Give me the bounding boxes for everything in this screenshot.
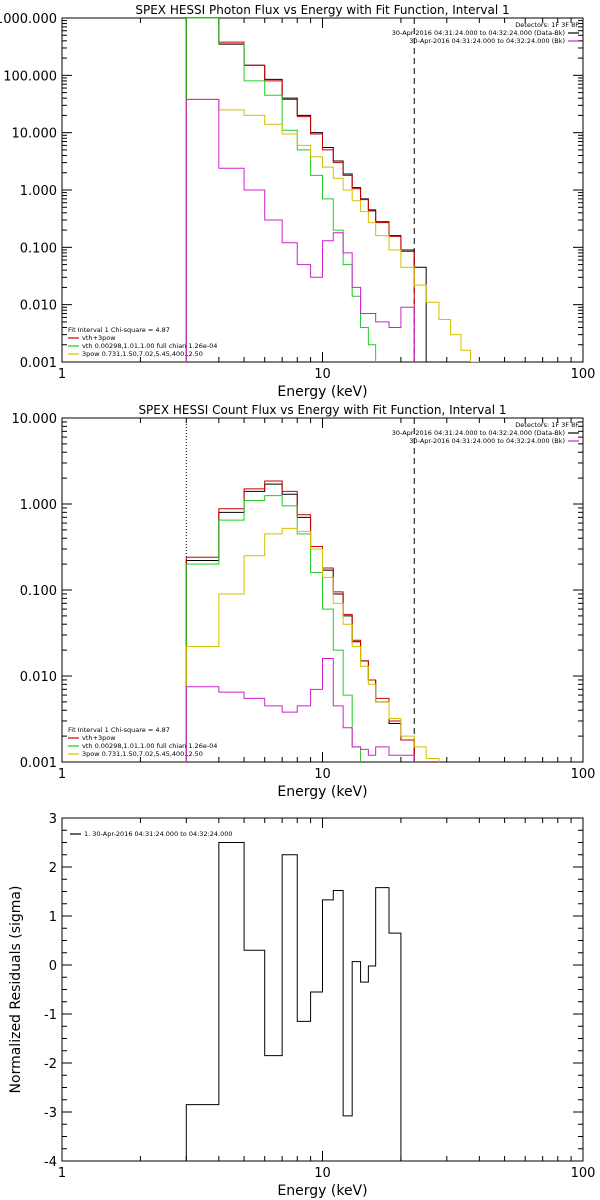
y-tick-label: -1 <box>44 1008 57 1023</box>
series-vth <box>185 495 362 762</box>
y-tick-label: 1.000 <box>20 498 57 513</box>
series-3pow <box>185 98 480 362</box>
series-3pow <box>185 527 440 762</box>
y-tick-label: 2 <box>49 861 57 876</box>
fit-legend-item: vth 0.00298,1.01,1.00 full chian 1.26e-0… <box>82 342 217 350</box>
series-bk <box>185 98 415 362</box>
x-tick-label: 100 <box>571 1166 596 1181</box>
legend-item-text: 1. 30-Apr-2016 04:31:24.000 to 04:32:24.… <box>84 830 233 838</box>
legend-header: Detectors: 1F 3F 8F <box>515 21 579 29</box>
x-tick-label: 10 <box>314 367 331 382</box>
y-tick-label: 1 <box>49 910 57 925</box>
legend-item-text: 30-Apr-2016 04:31:24.000 to 04:32:24.000… <box>409 37 565 45</box>
x-axis-label: Energy (keV) <box>277 384 367 400</box>
chart-panel-1: SPEX HESSI Photon Flux vs Energy with Fi… <box>0 3 596 400</box>
x-tick-label: 1 <box>58 767 66 782</box>
y-tick-label: 0.100 <box>20 241 57 256</box>
fit-legend-item: 3pow 0.731,1.50,7.02,5.45,400.,2.50 <box>82 750 203 758</box>
y-tick-label: 10.000 <box>12 127 58 142</box>
x-tick-label: 1 <box>58 1166 66 1181</box>
y-tick-label: 0 <box>49 959 57 974</box>
y-axis-label: Normalized Residuals (sigma) <box>8 886 24 1094</box>
plot-area <box>185 842 402 1161</box>
legend-item-text: 30-Apr-2016 04:31:24.000 to 04:32:24.000… <box>392 429 565 437</box>
y-tick-label: 0.010 <box>20 299 57 314</box>
y-tick-label: 100.000 <box>3 69 57 84</box>
fit-legend-item: vth+3pow <box>82 734 116 742</box>
x-tick-label: 10 <box>314 767 331 782</box>
legend-header: Detectors: 1F 3F 8F <box>515 421 579 429</box>
y-tick-label: 0.010 <box>20 670 57 685</box>
y-tick-label: 0.001 <box>20 356 57 371</box>
chart-title: SPEX HESSI Count Flux vs Energy with Fit… <box>138 403 506 417</box>
y-tick-label: 0.100 <box>20 584 57 599</box>
fit-legend-header: Fit Interval 1 Chi-square = 4.87 <box>68 726 170 734</box>
chart-panel-2: SPEX HESSI Count Flux vs Energy with Fit… <box>12 403 596 800</box>
fit-legend-header: Fit Interval 1 Chi-square = 4.87 <box>68 326 170 334</box>
series-vth-3pow <box>185 18 415 362</box>
y-tick-label: 10.000 <box>12 412 58 427</box>
chart-title: SPEX HESSI Photon Flux vs Energy with Fi… <box>135 3 509 17</box>
fit-legend-item: vth+3pow <box>82 334 116 342</box>
legend-item-text: 30-Apr-2016 04:31:24.000 to 04:32:24.000… <box>392 29 565 37</box>
plot-area <box>185 418 440 762</box>
fit-legend-item: 3pow 0.731,1.50,7.02,5.45,400.,2.50 <box>82 350 203 358</box>
y-tick-label: 1000.000 <box>0 12 57 27</box>
series-vth-3pow <box>185 480 415 762</box>
series-residuals <box>185 842 402 1161</box>
y-tick-label: 1.000 <box>20 184 57 199</box>
y-tick-label: -3 <box>44 1106 57 1121</box>
plot-area <box>185 18 480 362</box>
series-data-bk <box>185 18 427 362</box>
fit-legend-item: vth 0.00298,1.01,1.00 full chian 1.26e-0… <box>82 742 217 750</box>
x-tick-label: 1 <box>58 367 66 382</box>
y-tick-label: 3 <box>49 812 57 827</box>
y-tick-label: 0.001 <box>20 756 57 771</box>
x-axis-label: Energy (keV) <box>277 1183 367 1199</box>
legend-item-text: 30-Apr-2016 04:31:24.000 to 04:32:24.000… <box>409 437 565 445</box>
x-tick-label: 100 <box>571 367 596 382</box>
x-tick-label: 10 <box>314 1166 331 1181</box>
chart-panel-3: 1 10 100 Energy (keV) -4 -3 -2 -1 0 1 2 3 Normalized… <box>8 812 596 1199</box>
x-tick-label: 100 <box>571 767 596 782</box>
y-tick-label: -2 <box>44 1057 57 1072</box>
x-axis-label: Energy (keV) <box>277 784 367 800</box>
y-tick-label: -4 <box>44 1155 57 1170</box>
series-bk <box>185 657 415 762</box>
